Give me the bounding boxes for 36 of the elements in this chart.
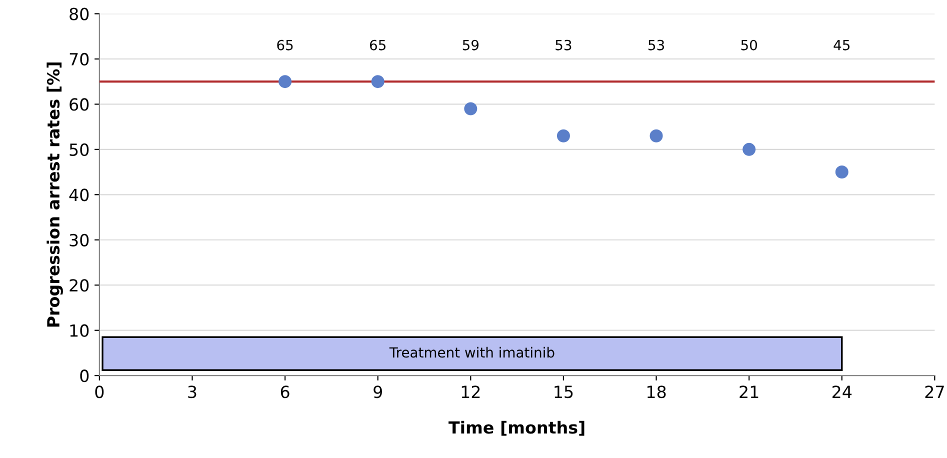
y-tick-label: 20 xyxy=(70,279,89,292)
y-tick-label: 40 xyxy=(69,188,89,202)
y-tick-label: 80 xyxy=(70,8,89,20)
annotation: 53 xyxy=(648,40,664,50)
annotation: 65 xyxy=(370,40,386,50)
y-tick-label: 0 xyxy=(80,370,89,382)
x-tick-label: 12 xyxy=(462,386,480,398)
point xyxy=(371,75,384,88)
point xyxy=(835,166,848,179)
annotation: 59 xyxy=(462,40,479,50)
x-tick-label: 0 xyxy=(95,386,104,398)
y-tick-label: 60 xyxy=(70,98,89,111)
x-tick-label: 15 xyxy=(554,386,573,398)
x-tick-label: 9 xyxy=(374,386,382,398)
x-axis-title: Time [months] xyxy=(448,420,584,436)
annotation: 45 xyxy=(834,40,850,50)
x-tick-label: 18 xyxy=(648,386,666,398)
band-label: Treatment with imatinib xyxy=(389,346,554,358)
y-tick-label: 30 xyxy=(70,234,89,246)
point xyxy=(742,142,756,156)
annotation: 53 xyxy=(556,40,572,50)
x-tick-label: 3 xyxy=(188,386,196,398)
y-tick-label: 70 xyxy=(70,52,89,66)
x-tick-label: 27 xyxy=(925,386,944,398)
x-tick-label: 24 xyxy=(832,386,852,398)
point xyxy=(464,102,478,116)
y-axis-title: Progression arrest rates [%] xyxy=(46,62,63,327)
y-tick-label: 10 xyxy=(70,324,89,337)
y-tick-label: 50 xyxy=(70,143,89,156)
annotation: 65 xyxy=(277,40,293,50)
point xyxy=(650,129,663,142)
x-tick-label: 6 xyxy=(280,386,290,398)
point xyxy=(556,129,570,142)
annotation: 50 xyxy=(741,40,757,50)
point xyxy=(278,75,292,88)
x-tick-label: 21 xyxy=(740,386,758,398)
